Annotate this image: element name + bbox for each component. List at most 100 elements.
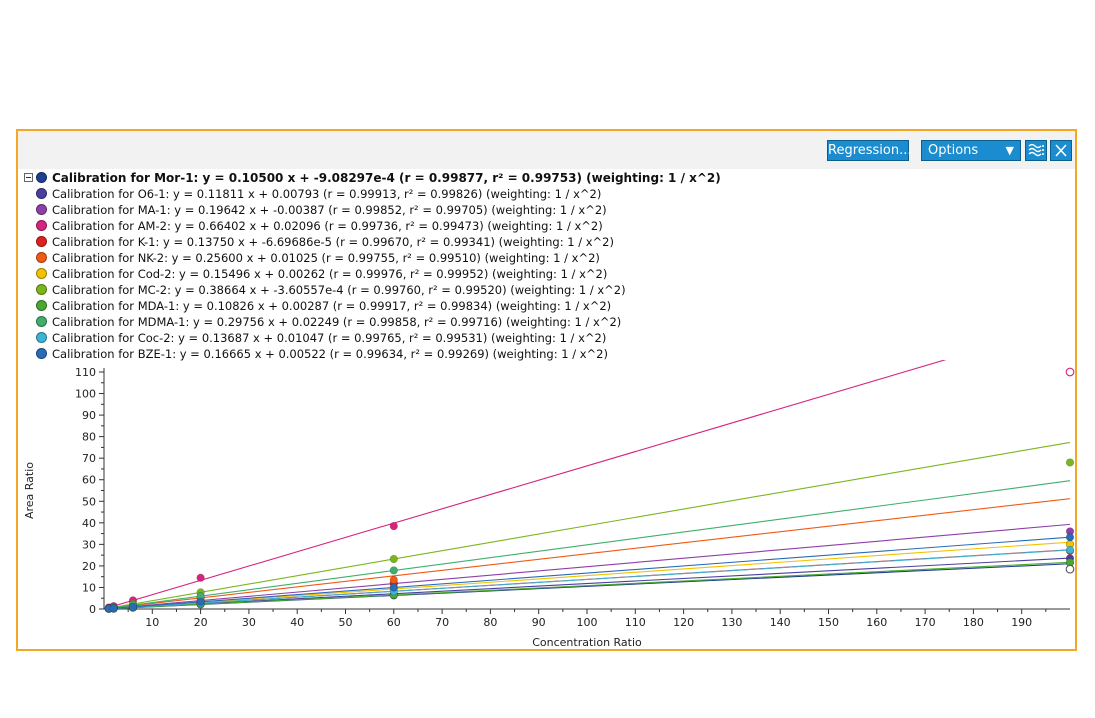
- legend-label: Calibration for MDMA-1: y = 0.29756 x + …: [52, 315, 622, 329]
- legend-marker-icon: [36, 236, 47, 247]
- x-tick-label: 120: [673, 616, 694, 629]
- y-tick-label: 90: [82, 409, 96, 422]
- x-axis-title: Concentration Ratio: [532, 636, 642, 649]
- y-tick-label: 100: [75, 388, 96, 401]
- x-tick-label: 190: [1011, 616, 1032, 629]
- y-tick-label: 0: [89, 603, 96, 616]
- legend-marker-icon: [36, 252, 47, 263]
- x-tick-label: 140: [770, 616, 791, 629]
- y-tick-label: 80: [82, 431, 96, 444]
- legend-label: Calibration for MDA-1: y = 0.10826 x + 0…: [52, 299, 612, 313]
- data-point-bze-1: [1065, 533, 1075, 542]
- data-point-nk-2: [389, 575, 398, 585]
- regression-line-bze-1: [104, 536, 1070, 609]
- excluded-point-am-2: [1065, 367, 1075, 377]
- y-tick-label: 40: [82, 517, 96, 530]
- x-tick-label: 60: [387, 616, 401, 629]
- data-point-bze-1: [128, 602, 138, 611]
- options-dropdown[interactable]: Options ▼: [921, 140, 1021, 161]
- x-tick-label: 130: [721, 616, 742, 629]
- regression-line-mda-1: [104, 561, 1070, 609]
- excluded-point-mdma-1: [1065, 564, 1075, 574]
- calibration-panel: Regression... Options ▼ Calibration for …: [16, 129, 1077, 651]
- x-tick-label: 110: [625, 616, 646, 629]
- options-label: Options: [928, 143, 979, 158]
- legend-marker-icon: [36, 284, 47, 295]
- legend-label: Calibration for Cod-2: y = 0.15496 x + 0…: [52, 267, 608, 281]
- legend-item[interactable]: Calibration for K-1: y = 0.13750 x + -6.…: [36, 234, 614, 250]
- legend-item[interactable]: Calibration for O6-1: y = 0.11811 x + 0.…: [36, 186, 601, 202]
- data-point-bze-1: [389, 583, 398, 592]
- collapse-legend-icon[interactable]: [24, 173, 33, 182]
- y-tick-label: 10: [82, 581, 96, 594]
- legend-item[interactable]: Calibration for MC-2: y = 0.38664 x + -3…: [36, 282, 626, 298]
- regression-button[interactable]: Regression...: [827, 140, 912, 161]
- x-tick-label: 10: [145, 616, 159, 629]
- data-point-bze-1: [109, 604, 118, 613]
- x-tick-label: 100: [577, 616, 598, 629]
- regression-line-am-2: [104, 360, 947, 609]
- y-tick-label: 110: [75, 366, 96, 379]
- regression-line-nk-2: [104, 498, 1070, 609]
- legend-marker-icon: [36, 204, 47, 215]
- x-tick-label: 90: [532, 616, 546, 629]
- legend-item[interactable]: Calibration for Cod-2: y = 0.15496 x + 0…: [36, 266, 607, 282]
- legend-item[interactable]: Calibration for MDA-1: y = 0.10826 x + 0…: [36, 298, 611, 314]
- x-tick-label: 160: [866, 616, 887, 629]
- x-tick-label: 30: [242, 616, 256, 629]
- y-axis-title: Area Ratio: [23, 462, 36, 519]
- legend-item[interactable]: Calibration for NK-2: y = 0.25600 x + 0.…: [36, 250, 600, 266]
- legend-marker-icon: [36, 172, 47, 183]
- legend-marker-icon: [36, 332, 47, 343]
- x-tick-label: 50: [339, 616, 353, 629]
- legend-marker-icon: [36, 300, 47, 311]
- regression-line-coc-2: [104, 549, 1070, 609]
- legend-label: Calibration for Coc-2: y = 0.13687 x + 0…: [52, 331, 607, 345]
- y-tick-label: 70: [82, 452, 96, 465]
- legend-marker-icon: [36, 220, 47, 231]
- chevron-down-icon: ▼: [1005, 144, 1014, 157]
- legend-item[interactable]: Calibration for Coc-2: y = 0.13687 x + 0…: [36, 330, 606, 346]
- regression-line-ma-1: [104, 523, 1070, 609]
- data-point-bze-1: [196, 597, 205, 606]
- regression-line-mc-2: [104, 441, 1070, 609]
- legend-label: Calibration for Mor-1: y = 0.10500 x + -…: [52, 171, 721, 185]
- x-tick-label: 170: [915, 616, 936, 629]
- x-tick-label: 150: [818, 616, 839, 629]
- x-tick-label: 80: [483, 616, 497, 629]
- legend-item[interactable]: Calibration for Mor-1: y = 0.10500 x + -…: [36, 170, 721, 186]
- legend-label: Calibration for MC-2: y = 0.38664 x + -3…: [52, 283, 626, 297]
- data-point-am-2: [389, 521, 398, 531]
- data-point-mdma-1: [389, 566, 398, 575]
- y-tick-label: 60: [82, 474, 96, 487]
- regression-line-mdma-1: [104, 480, 1070, 609]
- data-point-mc-2: [389, 554, 398, 564]
- data-point-mc-2: [1065, 458, 1075, 467]
- legend-toggle-icon[interactable]: [1025, 140, 1047, 161]
- chart-toolbar: Regression... Options ▼: [18, 131, 1075, 169]
- legend-item[interactable]: Calibration for MDMA-1: y = 0.29756 x + …: [36, 314, 621, 330]
- regression-line-cod-2: [104, 541, 1070, 609]
- legend-label: Calibration for AM-2: y = 0.66402 x + 0.…: [52, 219, 603, 233]
- close-icon[interactable]: [1050, 140, 1072, 161]
- legend-label: Calibration for NK-2: y = 0.25600 x + 0.…: [52, 251, 600, 265]
- x-tick-label: 70: [435, 616, 449, 629]
- legend-marker-icon: [36, 268, 47, 279]
- y-tick-label: 30: [82, 538, 96, 551]
- legend-marker-icon: [36, 188, 47, 199]
- y-tick-label: 50: [82, 495, 96, 508]
- legend-label: Calibration for O6-1: y = 0.11811 x + 0.…: [52, 187, 602, 201]
- y-tick-label: 20: [82, 560, 96, 573]
- x-tick-label: 40: [290, 616, 304, 629]
- data-point-am-2: [196, 573, 205, 582]
- regression-line-o6-1: [104, 557, 1070, 609]
- legend-label: Calibration for MA-1: y = 0.19642 x + -0…: [52, 203, 607, 217]
- legend-marker-icon: [36, 316, 47, 327]
- x-tick-label: 180: [963, 616, 984, 629]
- legend-item[interactable]: Calibration for MA-1: y = 0.19642 x + -0…: [36, 202, 607, 218]
- x-tick-label: 20: [194, 616, 208, 629]
- legend-item[interactable]: Calibration for AM-2: y = 0.66402 x + 0.…: [36, 218, 603, 234]
- legend-label: Calibration for K-1: y = 0.13750 x + -6.…: [52, 235, 614, 249]
- legend-item[interactable]: Calibration for BZE-1: y = 0.16665 x + 0…: [36, 346, 608, 362]
